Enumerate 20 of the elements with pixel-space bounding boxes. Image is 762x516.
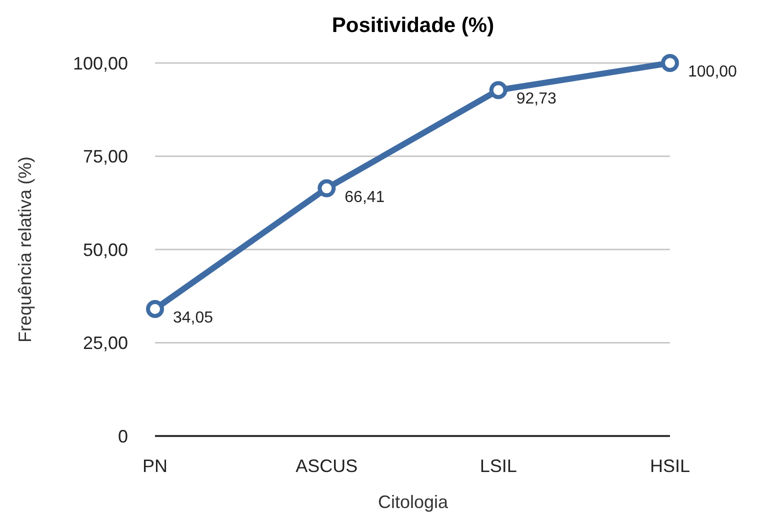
data-label: 100,00: [688, 64, 738, 81]
data-label: 66,41: [344, 188, 385, 206]
data-label: 34,05: [173, 310, 214, 327]
point: [318, 179, 336, 198]
x-tick-label: PN: [142, 456, 168, 476]
point: [146, 300, 164, 318]
x-tick-label: HSIL: [650, 456, 690, 476]
y-tick-label: 25,00: [82, 333, 128, 354]
y-tick-label: 0: [118, 426, 128, 446]
point: [489, 81, 508, 100]
chart-title: Positividade (%): [332, 14, 494, 37]
y-axis-title: Frequência relativa (%): [15, 156, 35, 343]
x-axis-title: Citologia: [378, 492, 450, 512]
y-tick-label: 75,00: [82, 146, 128, 167]
x-tick-label: ASCUS: [296, 456, 358, 476]
y-tick-label: 100,00: [72, 53, 128, 74]
data-label: 92,73: [516, 90, 556, 108]
x-tick-label: LSIL: [480, 456, 517, 476]
y-tick-label: 50,00: [82, 240, 128, 260]
point: [661, 54, 679, 72]
